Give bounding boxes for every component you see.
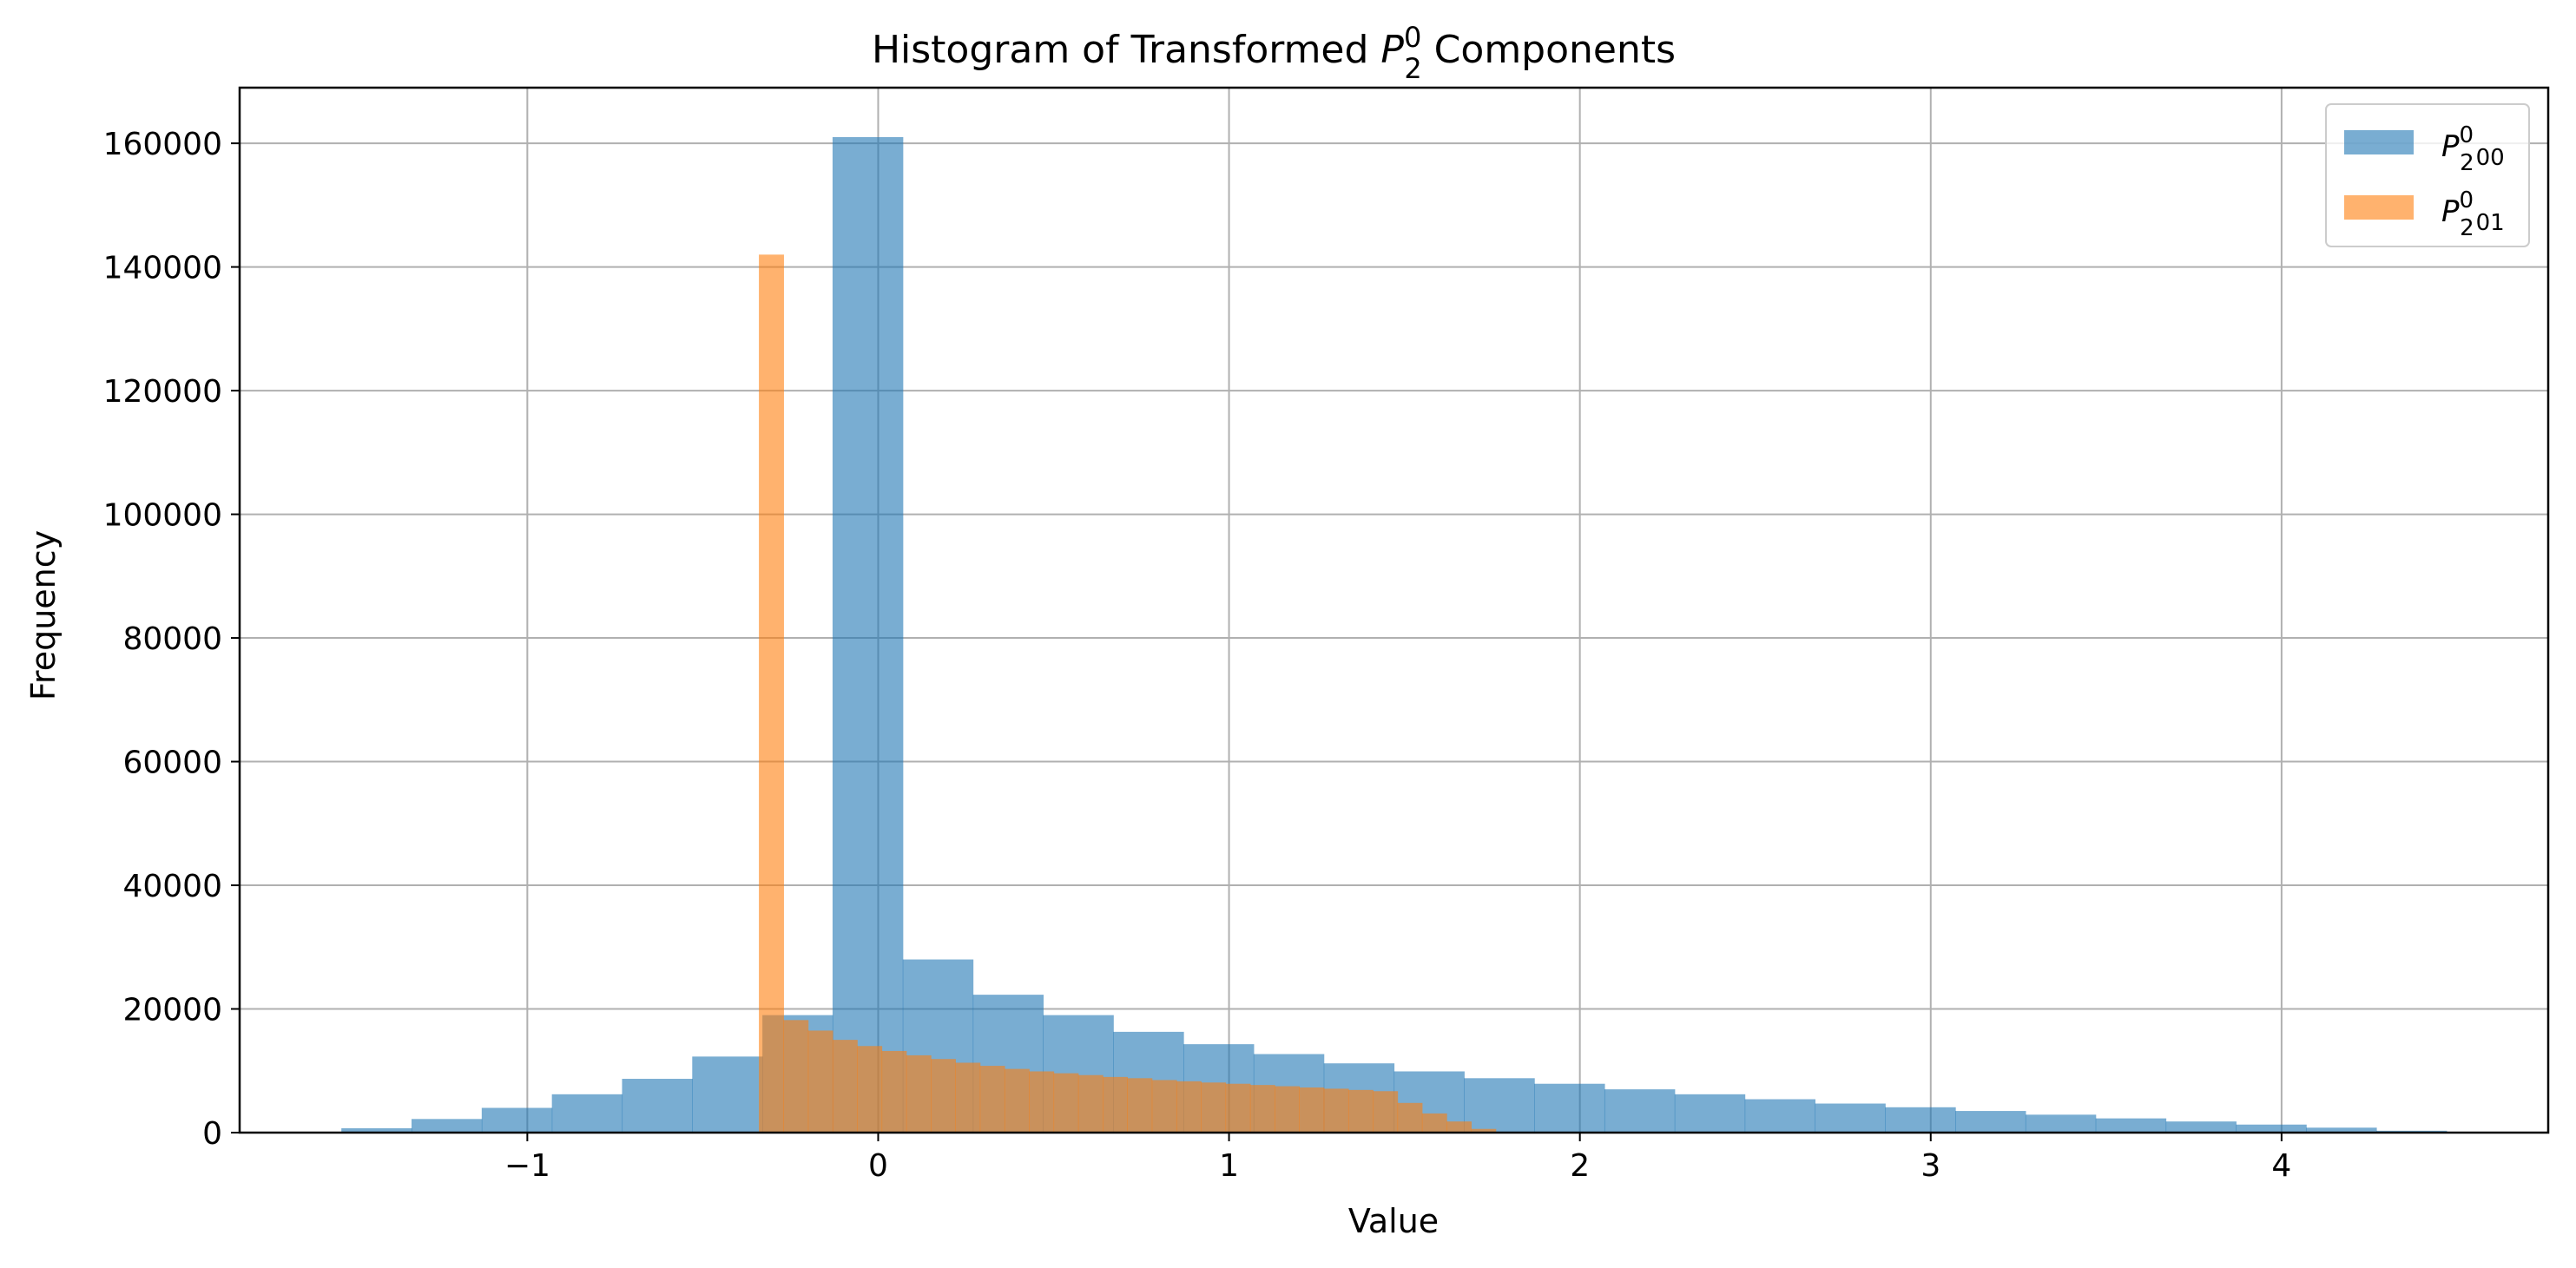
histogram-bar-series-1 [1347, 1089, 1374, 1133]
histogram-bar-series-0 [1604, 1089, 1676, 1133]
histogram-bar-series-0 [1464, 1078, 1535, 1133]
histogram-bar-series-1 [1077, 1074, 1104, 1133]
y-tick-label: 20000 [122, 993, 222, 1028]
histogram-bar-series-1 [1176, 1081, 1202, 1133]
histogram-bar-series-1 [783, 1020, 809, 1133]
histogram-bar-series-1 [1373, 1091, 1399, 1133]
legend: P0 200 P0 201 [2325, 103, 2530, 247]
y-axis-label: Frequency [24, 530, 63, 700]
histogram-bar-series-1 [1029, 1071, 1055, 1133]
histogram-bar-series-0 [1815, 1103, 1886, 1133]
legend-swatch-p200 [2344, 130, 2414, 154]
histogram-bar-series-1 [1249, 1085, 1275, 1133]
histogram-bar-series-0 [412, 1119, 483, 1133]
histogram-bar-series-0 [2025, 1114, 2097, 1133]
histogram-bar-series-1 [857, 1046, 883, 1133]
histogram-bar-series-1 [1323, 1088, 1349, 1133]
legend-label-p201: P0 201 [2441, 187, 2505, 241]
x-tick-label: 1 [1219, 1148, 1239, 1184]
histogram-bar-series-1 [1299, 1087, 1325, 1133]
histogram-bar-series-1 [1471, 1128, 1497, 1133]
y-tick-label: 40000 [122, 869, 222, 904]
histogram-bar-series-0 [1885, 1107, 1956, 1133]
histogram-bar-series-0 [2306, 1127, 2377, 1133]
histogram-bar-series-0 [481, 1107, 553, 1133]
histogram-bar-series-1 [807, 1030, 833, 1133]
histogram-bar-series-0 [1674, 1094, 1746, 1133]
legend-swatch-p201 [2344, 195, 2414, 220]
histogram-bar-series-0 [1955, 1111, 2026, 1133]
grid-lines [240, 88, 2548, 1133]
y-tick-label: 60000 [122, 746, 222, 781]
histogram-bar-series-1 [1225, 1083, 1251, 1133]
x-tick-label: 3 [1920, 1148, 1940, 1184]
y-tick-label: 0 [202, 1116, 222, 1152]
plot-frame [238, 86, 2550, 1134]
histogram-bar-series-1 [1201, 1082, 1227, 1133]
histogram-bar-series-1 [1275, 1086, 1300, 1133]
histogram-bar-series-0 [341, 1128, 412, 1133]
axes: −1 0 1 2 3 4 0 20000 40000 60000 80000 100000 120000… [103, 86, 2550, 1184]
legend-label-p200: P0 200 [2441, 122, 2505, 176]
x-tick-label: 0 [868, 1148, 888, 1184]
histogram-bars [341, 136, 2448, 1133]
x-tick-label: 4 [2271, 1148, 2291, 1184]
x-tick-label: 2 [1570, 1148, 1590, 1184]
y-tick-label: 160000 [103, 127, 222, 162]
chart-title: Histogram of Transformed P0 2 Components [872, 21, 1676, 85]
histogram-bar-series-0 [1534, 1083, 1605, 1133]
histogram-bar-series-1 [1053, 1073, 1079, 1133]
y-tick-label: 140000 [103, 251, 222, 286]
histogram-bar-series-0 [832, 136, 904, 1133]
histogram-bar-series-0 [622, 1079, 693, 1133]
y-tick-label: 80000 [122, 621, 222, 657]
y-tick-label: 100000 [103, 498, 222, 534]
histogram-bar-series-1 [1004, 1068, 1030, 1133]
histogram-bar-series-0 [2165, 1121, 2237, 1133]
histogram-bar-series-1 [1397, 1102, 1423, 1133]
y-tick-label: 120000 [103, 374, 222, 410]
histogram-bar-series-0 [551, 1094, 623, 1133]
histogram-bar-series-1 [881, 1050, 907, 1133]
histogram-bar-series-1 [832, 1040, 858, 1133]
histogram-bar-series-1 [759, 254, 784, 1133]
histogram-bar-series-0 [2095, 1118, 2167, 1133]
histogram-bar-series-1 [1421, 1113, 1447, 1133]
histogram-bar-series-0 [1744, 1099, 1816, 1133]
histogram-bar-series-0 [692, 1056, 763, 1133]
histogram-bar-series-1 [979, 1066, 1005, 1133]
histogram-bar-series-1 [1446, 1121, 1472, 1133]
histogram-bar-series-1 [955, 1062, 981, 1133]
histogram-bar-series-0 [2236, 1124, 2307, 1133]
x-tick-label: −1 [504, 1148, 550, 1184]
histogram-bar-series-1 [906, 1054, 932, 1133]
histogram-bar-series-1 [1103, 1076, 1128, 1133]
histogram-bar-series-1 [931, 1059, 956, 1133]
x-axis-label: Value [1348, 1202, 1439, 1240]
histogram-bar-series-1 [1151, 1080, 1177, 1133]
histogram-bar-series-1 [1127, 1078, 1153, 1133]
